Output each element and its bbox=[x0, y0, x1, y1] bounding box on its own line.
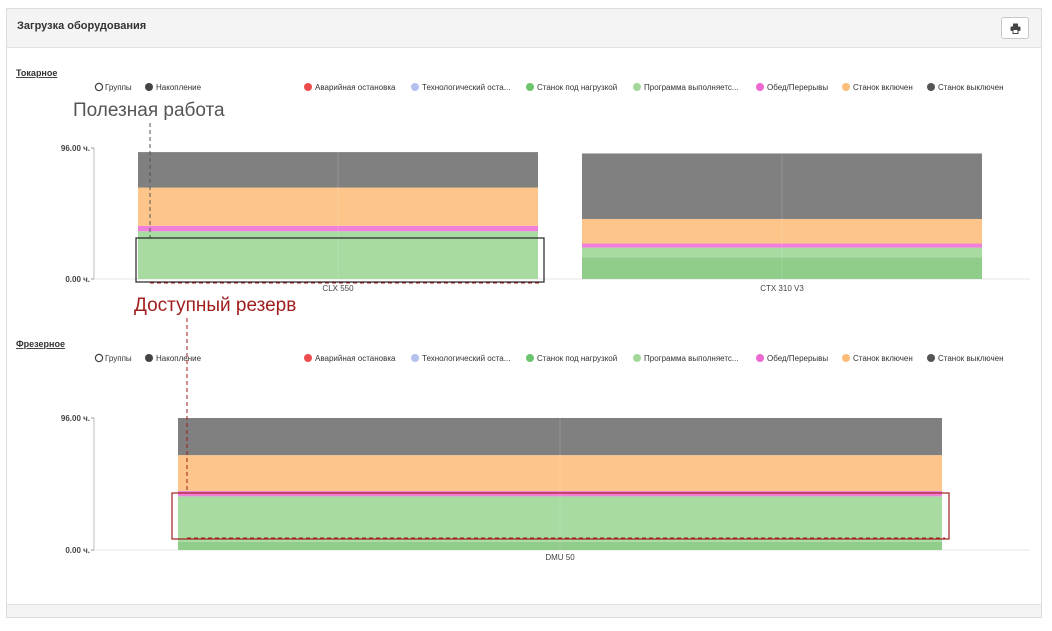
legend-marker[interactable] bbox=[304, 354, 312, 362]
legend-marker[interactable] bbox=[756, 83, 764, 91]
legend-marker[interactable] bbox=[526, 83, 534, 91]
legend-label: Технологический оста... bbox=[422, 354, 510, 363]
useful-work-highlight bbox=[135, 237, 545, 283]
legend-marker[interactable] bbox=[633, 354, 641, 362]
chart-section-1: Токарное Группы Накопление Аварийная остано… bbox=[16, 68, 1030, 293]
legend-label: Аварийная остановка bbox=[315, 354, 396, 363]
y-tick-label: 96.00 ч. bbox=[61, 144, 90, 153]
legend-label: Станок включен bbox=[853, 83, 913, 92]
panel-footer bbox=[7, 604, 1041, 617]
print-button[interactable] bbox=[1001, 17, 1029, 39]
legend-label: Программа выполняетс... bbox=[644, 354, 739, 363]
y-tick-label: 0.00 ч. bbox=[65, 275, 90, 284]
accumulation-radio[interactable] bbox=[145, 83, 153, 91]
panel-title: Загрузка оборудования bbox=[17, 20, 147, 32]
legend-label: Технологический оста... bbox=[422, 83, 510, 92]
bar-segment bbox=[178, 541, 942, 550]
groups-label: Группы bbox=[105, 83, 132, 92]
legend-marker[interactable] bbox=[411, 354, 419, 362]
bar-segment bbox=[582, 243, 982, 248]
print-icon bbox=[1010, 23, 1021, 34]
y-tick-label: 96.00 ч. bbox=[61, 414, 90, 423]
bar-segment bbox=[582, 247, 982, 258]
bar-segment bbox=[582, 257, 982, 279]
groups-radio[interactable] bbox=[94, 82, 104, 92]
legend-label: Станок под нагрузкой bbox=[537, 83, 617, 92]
legend-marker[interactable] bbox=[842, 83, 850, 91]
section-title: Токарное bbox=[16, 68, 57, 78]
legend-label: Обед/Перерывы bbox=[767, 354, 828, 363]
legend-label: Программа выполняетс... bbox=[644, 83, 739, 92]
useful-work-annotation: Полезная работа bbox=[73, 100, 225, 121]
legend-marker[interactable] bbox=[411, 83, 419, 91]
legend-marker[interactable] bbox=[927, 83, 935, 91]
bar-segment bbox=[178, 496, 942, 542]
groups-radio[interactable] bbox=[94, 353, 104, 363]
legend-marker[interactable] bbox=[927, 354, 935, 362]
category-label: CTX 310 V3 bbox=[760, 284, 804, 293]
panel-header: Загрузка оборудования bbox=[7, 9, 1041, 48]
bar-segment bbox=[582, 153, 982, 219]
legend-marker[interactable] bbox=[633, 83, 641, 91]
section-title: Фрезерное bbox=[16, 339, 65, 349]
accumulation-radio[interactable] bbox=[145, 354, 153, 362]
bar-segment bbox=[178, 418, 942, 456]
annotations: Полезная работа Доступный резерв bbox=[73, 100, 950, 540]
legend-marker[interactable] bbox=[304, 83, 312, 91]
accumulation-label: Накопление bbox=[156, 83, 202, 92]
chart-section-2: Фрезерное Группы Накопление Аварийная остан… bbox=[16, 339, 1030, 562]
category-label: DMU 50 bbox=[545, 553, 575, 562]
legend-marker[interactable] bbox=[526, 354, 534, 362]
accumulation-label: Накопление bbox=[156, 354, 202, 363]
bar-segment bbox=[178, 455, 942, 491]
groups-label: Группы bbox=[105, 354, 132, 363]
bar-segment bbox=[138, 187, 538, 226]
available-reserve-annotation: Доступный резерв bbox=[134, 295, 296, 316]
category-label: CLX 550 bbox=[322, 284, 354, 293]
bar-segment bbox=[582, 218, 982, 244]
legend-marker[interactable] bbox=[842, 354, 850, 362]
legend-label: Обед/Перерывы bbox=[767, 83, 828, 92]
legend-label: Станок выключен bbox=[938, 354, 1004, 363]
legend-label: Аварийная остановка bbox=[315, 83, 396, 92]
y-tick-label: 0.00 ч. bbox=[65, 546, 90, 555]
bar-segment bbox=[138, 231, 538, 279]
legend-label: Станок под нагрузкой bbox=[537, 354, 617, 363]
legend-label: Станок включен bbox=[853, 354, 913, 363]
legend-marker[interactable] bbox=[756, 354, 764, 362]
bar-segment bbox=[178, 490, 942, 497]
bar-segment bbox=[138, 152, 538, 188]
legend-label: Станок выключен bbox=[938, 83, 1004, 92]
bar-segment bbox=[138, 225, 538, 232]
